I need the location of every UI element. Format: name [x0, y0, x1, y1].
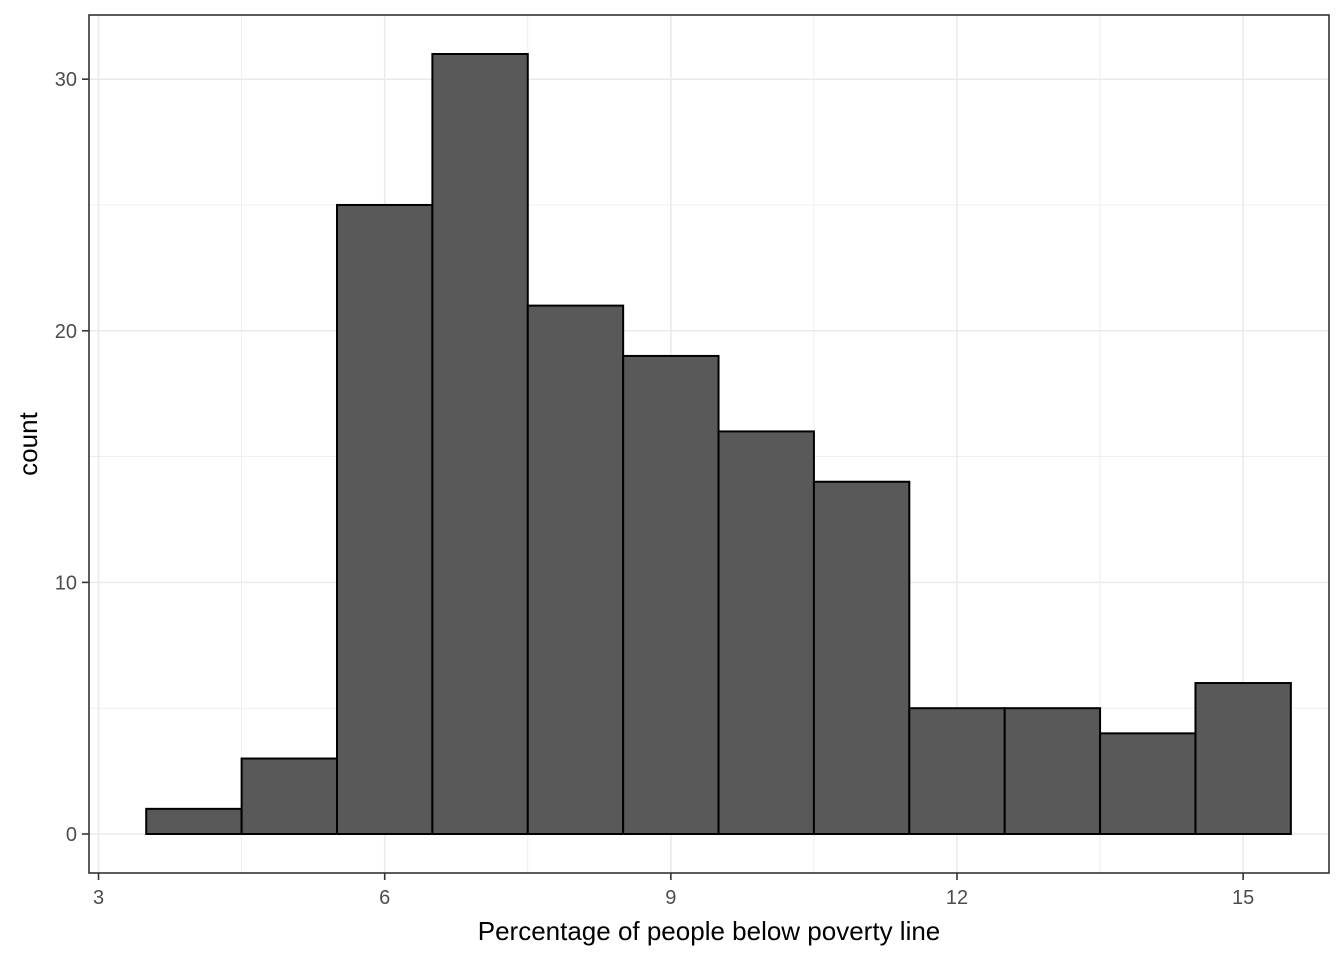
panel-border [88, 14, 1330, 874]
x-tick-label: 6 [379, 887, 390, 909]
x-axis: 3 6 9 12 15 [93, 873, 1254, 909]
y-axis: 0 10 20 30 [55, 69, 89, 846]
x-tick-label: 3 [93, 887, 104, 909]
histogram-bar [240, 757, 338, 835]
histogram-bar [717, 430, 815, 835]
histogram-bar [145, 807, 243, 835]
histogram-bar [1099, 732, 1197, 836]
histogram-bar [908, 707, 1006, 835]
histogram-bar [1003, 707, 1102, 835]
histogram-bar [622, 354, 720, 835]
histogram-bar [812, 480, 911, 835]
histogram-bars [145, 53, 1292, 836]
y-tick-label: 0 [66, 824, 77, 846]
x-tick-label: 9 [665, 887, 676, 909]
histogram-bar [431, 53, 529, 835]
y-tick-label: 30 [55, 69, 77, 91]
x-tick-label: 15 [1232, 887, 1254, 909]
x-axis-title: Percentage of people below poverty line [478, 916, 941, 946]
x-tick-label: 12 [946, 887, 968, 909]
histogram-bar [1194, 682, 1292, 836]
histogram-bar [336, 203, 434, 836]
y-tick-label: 20 [55, 321, 77, 343]
y-tick-label: 10 [55, 572, 77, 594]
y-axis-title: count [13, 411, 43, 475]
histogram-bar [526, 304, 625, 835]
